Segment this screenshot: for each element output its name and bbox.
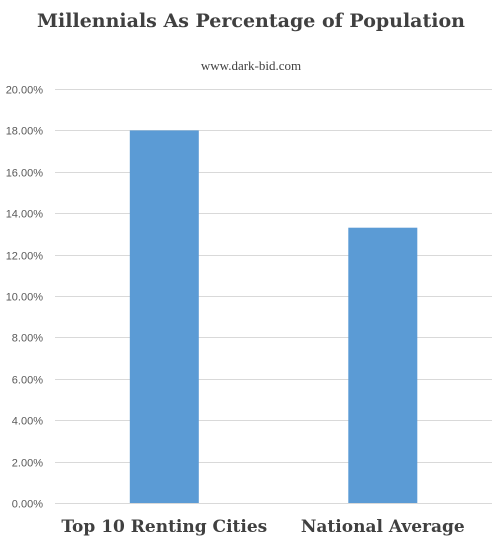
y-tick-label: 16.00% bbox=[6, 168, 44, 180]
y-tick-label: 12.00% bbox=[6, 251, 44, 263]
bar bbox=[348, 227, 418, 503]
x-tick-label: National Average bbox=[301, 517, 465, 537]
chart-title: Millennials As Percentage of Population bbox=[37, 10, 465, 32]
y-tick-label: 4.00% bbox=[12, 416, 43, 428]
y-tick-label: 10.00% bbox=[6, 292, 44, 304]
chart-subtitle: www.dark-bid.com bbox=[201, 58, 301, 73]
y-axis: 0.00% 2.00% 4.00% 6.00% 8.00% 10.00% 12.00% 14.… bbox=[6, 85, 44, 511]
x-axis: Top 10 Renting Cities National Average bbox=[61, 517, 465, 537]
y-tick-label: 18.00% bbox=[6, 126, 44, 138]
y-tick-label: 8.00% bbox=[12, 333, 43, 345]
bars bbox=[129, 130, 418, 503]
bar bbox=[129, 130, 199, 503]
x-tick-label: Top 10 Renting Cities bbox=[61, 517, 267, 537]
y-tick-label: 6.00% bbox=[12, 375, 43, 387]
y-tick-label: 14.00% bbox=[6, 209, 44, 221]
y-tick-label: 20.00% bbox=[6, 85, 44, 97]
gridlines bbox=[55, 89, 492, 504]
y-tick-label: 2.00% bbox=[12, 458, 43, 470]
y-tick-label: 0.00% bbox=[12, 499, 43, 511]
